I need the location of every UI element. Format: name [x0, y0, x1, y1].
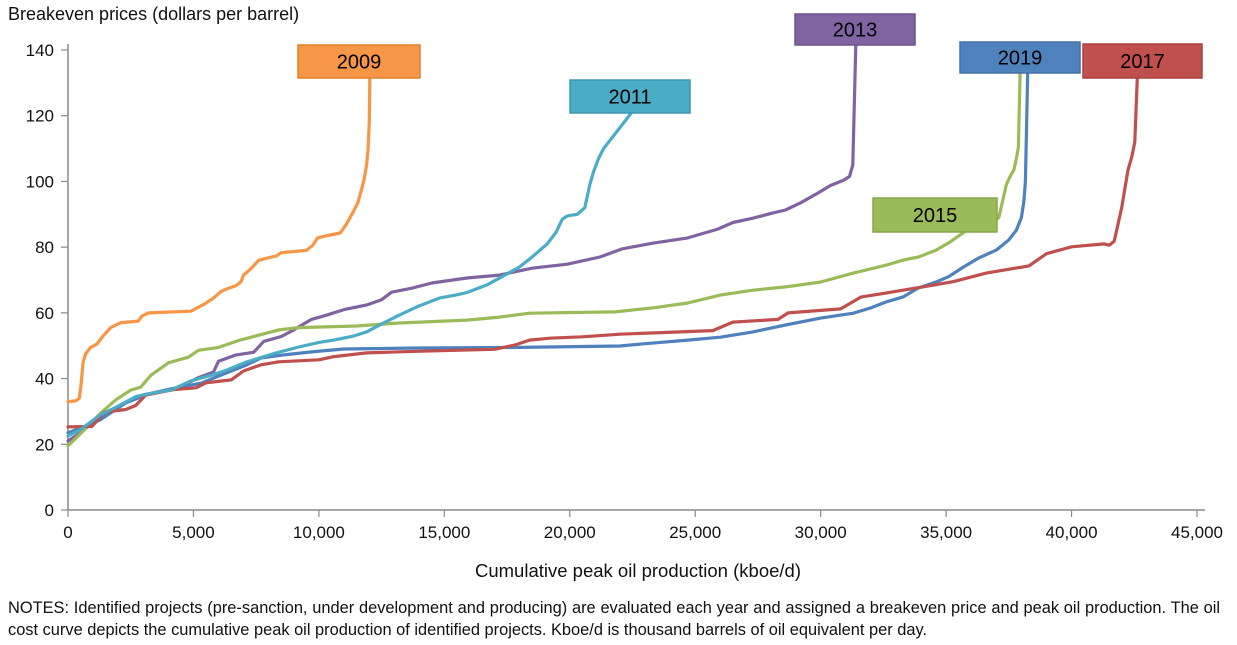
x-axis-title: Cumulative peak oil production (kboe/d)	[475, 560, 801, 581]
series-line-2015	[66, 71, 1022, 448]
x-axis-tick-label: 20,000	[544, 523, 596, 542]
series-label-2013: 2013	[833, 20, 878, 42]
y-axis-tick-label: 40	[35, 370, 54, 389]
series-line-2009	[66, 76, 372, 404]
series-label-box-2009	[297, 44, 421, 79]
y-axis-tick-label: 80	[35, 238, 54, 257]
series-label-2009: 2009	[337, 52, 382, 74]
x-axis-tick-label: 15,000	[418, 523, 470, 542]
series-label-2011: 2011	[608, 87, 651, 109]
x-axis-tick-label: 35,000	[920, 523, 972, 542]
series-line-2011	[66, 111, 633, 438]
series-label-box-2013	[794, 13, 916, 46]
x-axis-tick-label: 30,000	[795, 523, 847, 542]
series-label-box-2019	[959, 41, 1081, 74]
series-label-box-2015	[872, 197, 998, 233]
x-axis-tick-label: 10,000	[293, 523, 345, 542]
y-axis-tick-label: 120	[26, 107, 54, 126]
y-axis-tick-label: 100	[26, 172, 54, 191]
chart-plot-area: 0 20 40 60 80 100 120 140 0 5,000 10,000 15,000 20,0…	[26, 13, 1223, 542]
chart-title: Breakeven prices (dollars per barrel)	[8, 4, 300, 24]
series-label-2017: 2017	[1120, 51, 1165, 73]
y-axis-tick-label: 60	[35, 304, 54, 323]
y-axis-tick-label: 0	[45, 501, 54, 520]
x-axis-tick-label: 40,000	[1046, 523, 1098, 542]
series-label-box-2011	[569, 79, 691, 114]
x-axis-tick-label: 0	[63, 523, 72, 542]
x-axis-tick-label: 5,000	[172, 523, 215, 542]
y-axis-tick-label: 140	[26, 41, 54, 60]
series-line-2017	[66, 76, 1139, 429]
series-label-box-2017	[1082, 43, 1203, 79]
series-label-2019: 2019	[998, 48, 1043, 70]
series-label-2015: 2015	[913, 205, 958, 227]
x-axis-tick-label: 45,000	[1171, 523, 1223, 542]
x-axis-tick-label: 25,000	[669, 523, 721, 542]
series-line-2019	[66, 71, 1030, 435]
y-axis-tick-label: 20	[35, 435, 54, 454]
notes-text: NOTES: Identified projects (pre-sanction…	[8, 599, 1220, 639]
